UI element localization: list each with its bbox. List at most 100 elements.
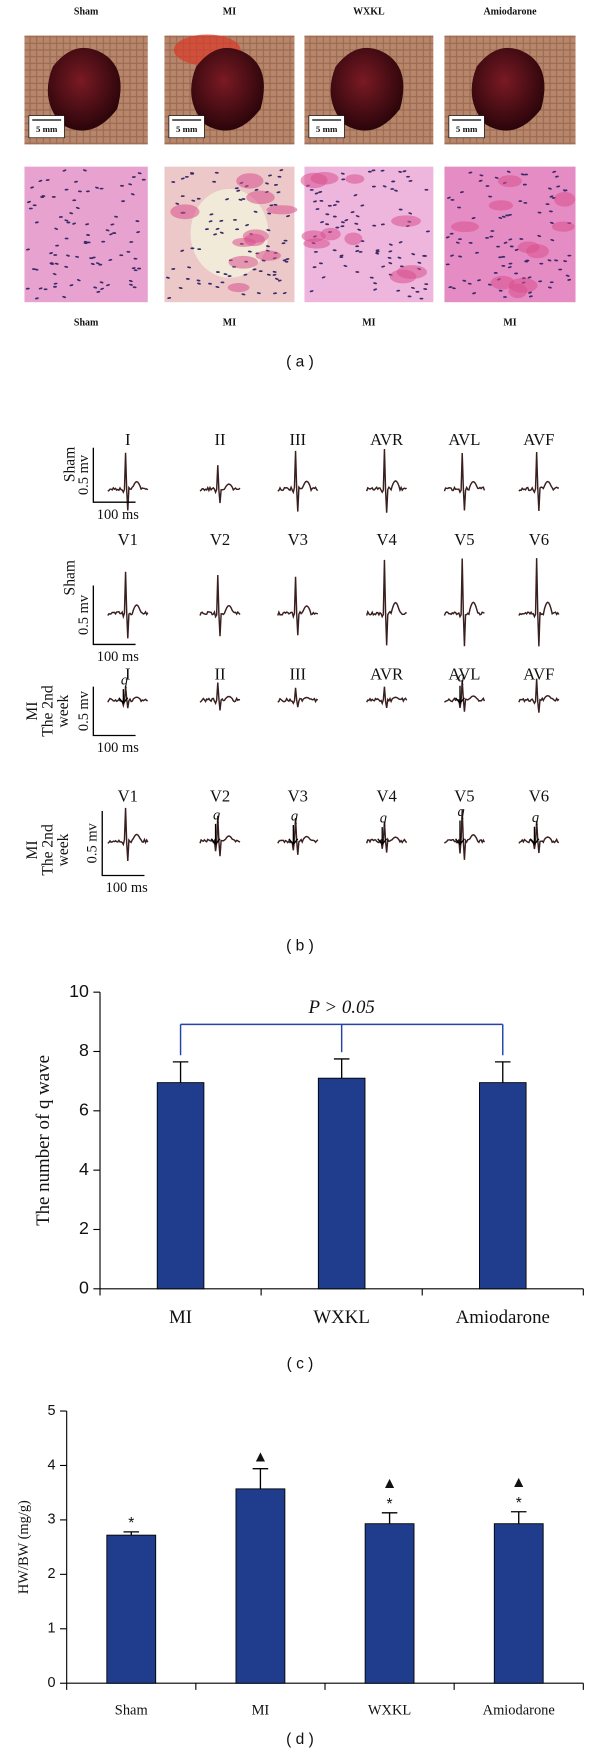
nucleus bbox=[171, 268, 176, 270]
nucleus bbox=[212, 180, 217, 183]
nucleus bbox=[274, 277, 279, 280]
nucleus bbox=[284, 260, 289, 263]
nucleus bbox=[468, 171, 473, 174]
nucleus bbox=[455, 241, 460, 244]
nucleus bbox=[372, 224, 377, 227]
significance-marker: * bbox=[516, 1495, 522, 1512]
nucleus bbox=[313, 200, 317, 203]
nucleus bbox=[397, 256, 402, 259]
nucleus bbox=[547, 286, 552, 289]
bar bbox=[106, 1534, 157, 1684]
scale-bar bbox=[101, 811, 145, 877]
significance-marker: ▲ bbox=[253, 1449, 268, 1466]
column-label: Sham bbox=[74, 318, 99, 329]
nucleus bbox=[196, 279, 201, 282]
error-bar bbox=[510, 1511, 527, 1524]
ecg-trace bbox=[365, 821, 408, 853]
lead-label: AVR bbox=[370, 664, 404, 683]
fiber bbox=[236, 173, 264, 189]
heart bbox=[330, 47, 404, 131]
y-tick-label: 3 bbox=[48, 1512, 56, 1528]
nucleus bbox=[350, 211, 355, 214]
q-arrow bbox=[210, 823, 221, 846]
lead-label: V3 bbox=[288, 530, 308, 549]
lead-label: V1 bbox=[118, 787, 138, 806]
nucleus bbox=[552, 170, 557, 173]
nucleus bbox=[178, 287, 183, 289]
nucleus bbox=[358, 250, 363, 253]
bar bbox=[156, 1082, 205, 1290]
nucleus bbox=[411, 286, 415, 289]
nucleus bbox=[459, 191, 464, 194]
ecg-trace bbox=[107, 452, 149, 511]
nucleus bbox=[256, 292, 261, 295]
nucleus bbox=[415, 290, 420, 293]
scale-bar bbox=[92, 447, 136, 503]
fiber bbox=[508, 283, 528, 299]
fiber bbox=[246, 190, 275, 205]
nucleus bbox=[524, 260, 529, 263]
nucleus bbox=[489, 235, 494, 238]
nucleus bbox=[95, 262, 100, 265]
nucleus bbox=[75, 255, 80, 258]
bar bbox=[317, 1077, 366, 1290]
scale-label: 5 mm bbox=[316, 124, 338, 134]
row-label: week bbox=[55, 694, 72, 727]
nucleus bbox=[112, 232, 117, 234]
q-arrow bbox=[455, 685, 465, 705]
nucleus bbox=[343, 264, 348, 267]
ecg-trace bbox=[366, 686, 408, 708]
nucleus bbox=[398, 208, 403, 211]
ecg-trace bbox=[277, 818, 319, 855]
nucleus bbox=[550, 239, 555, 242]
nucleus bbox=[135, 220, 140, 223]
nucleus bbox=[558, 268, 563, 271]
y-tick-label: 2 bbox=[79, 1218, 89, 1238]
fiber bbox=[344, 232, 363, 246]
x-tick-label: Sham bbox=[115, 1702, 148, 1718]
ecg-trace bbox=[277, 687, 319, 708]
nucleus bbox=[38, 287, 43, 290]
fiber bbox=[266, 205, 298, 215]
nucleus bbox=[388, 243, 393, 246]
lead-label: V2 bbox=[210, 530, 230, 549]
nucleus bbox=[283, 239, 288, 242]
histology bbox=[24, 166, 148, 303]
nucleus bbox=[538, 280, 543, 283]
nucleus bbox=[180, 177, 185, 180]
row-label: MI bbox=[24, 840, 41, 859]
nucleus bbox=[398, 170, 403, 173]
nucleus bbox=[241, 198, 246, 200]
nucleus bbox=[58, 216, 63, 218]
nucleus bbox=[66, 221, 71, 224]
nucleus bbox=[208, 282, 213, 285]
nucleus bbox=[487, 283, 492, 286]
nucleus bbox=[514, 248, 519, 251]
error-bar bbox=[381, 1512, 398, 1524]
nucleus bbox=[528, 295, 533, 298]
nucleus bbox=[448, 286, 453, 289]
scale-box bbox=[28, 115, 65, 139]
nucleus bbox=[180, 195, 185, 198]
y-tick-label: 4 bbox=[79, 1159, 89, 1179]
nucleus bbox=[277, 279, 282, 282]
nucleus bbox=[238, 198, 243, 201]
nucleus bbox=[205, 228, 209, 231]
nucleus bbox=[279, 169, 284, 172]
nucleus bbox=[467, 282, 472, 285]
nucleus bbox=[187, 266, 192, 269]
nucleus bbox=[477, 279, 481, 282]
fiber bbox=[300, 172, 328, 189]
ecg-trace bbox=[199, 575, 241, 637]
q-arrow bbox=[455, 820, 465, 846]
error-bar bbox=[252, 1468, 269, 1489]
nucleus bbox=[254, 188, 259, 191]
nucleus bbox=[235, 228, 240, 231]
nucleus bbox=[339, 256, 344, 258]
row-label: The 2nd bbox=[39, 685, 56, 737]
panel-caption: ( a ) bbox=[286, 353, 314, 370]
lead-label: AVF bbox=[523, 664, 554, 683]
fiber bbox=[450, 221, 479, 233]
nucleus bbox=[34, 297, 39, 300]
nucleus bbox=[547, 187, 552, 190]
